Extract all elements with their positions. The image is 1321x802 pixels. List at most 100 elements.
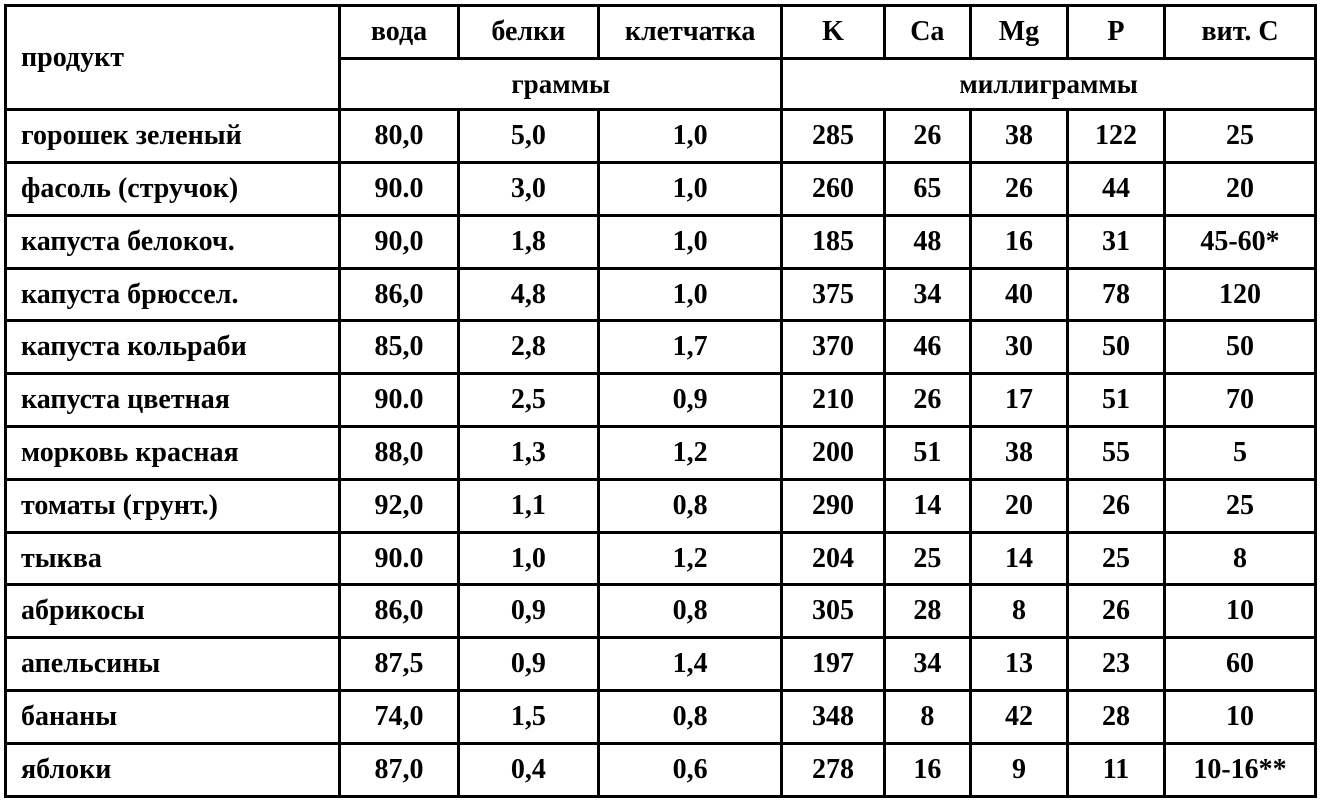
cell-ca: 51: [884, 427, 970, 480]
cell-vitc: 20: [1165, 163, 1316, 216]
cell-ca: 16: [884, 743, 970, 796]
cell-k: 204: [782, 532, 884, 585]
cell-k: 375: [782, 268, 884, 321]
unit-group-milligrams: миллиграммы: [782, 58, 1316, 109]
cell-water: 90,0: [340, 215, 459, 268]
cell-mg: 8: [970, 585, 1067, 638]
cell-p: 26: [1067, 585, 1164, 638]
cell-product: капуста брюссел.: [6, 268, 340, 321]
cell-k: 370: [782, 321, 884, 374]
cell-ca: 48: [884, 215, 970, 268]
cell-vitc: 25: [1165, 110, 1316, 163]
cell-protein: 0,9: [458, 585, 598, 638]
cell-fiber: 1,0: [598, 110, 781, 163]
nutrition-table: продукт вода белки клетчатка K Ca Mg P в…: [4, 4, 1317, 798]
cell-k: 197: [782, 638, 884, 691]
table-row: капуста кольраби85,02,81,737046305050: [6, 321, 1316, 374]
cell-protein: 1,0: [458, 532, 598, 585]
col-header-k: K: [782, 6, 884, 59]
cell-k: 278: [782, 743, 884, 796]
cell-protein: 4,8: [458, 268, 598, 321]
cell-p: 23: [1067, 638, 1164, 691]
cell-ca: 14: [884, 479, 970, 532]
cell-fiber: 0,9: [598, 374, 781, 427]
table-row: горошек зеленый80,05,01,0285263812225: [6, 110, 1316, 163]
table-row: томаты (грунт.)92,01,10,829014202625: [6, 479, 1316, 532]
cell-product: абрикосы: [6, 585, 340, 638]
cell-vitc: 45-60*: [1165, 215, 1316, 268]
col-header-protein: белки: [458, 6, 598, 59]
cell-product: фасоль (стручок): [6, 163, 340, 216]
cell-product: горошек зеленый: [6, 110, 340, 163]
cell-protein: 1,1: [458, 479, 598, 532]
cell-ca: 8: [884, 691, 970, 744]
cell-water: 87,5: [340, 638, 459, 691]
cell-vitc: 10: [1165, 691, 1316, 744]
cell-product: морковь красная: [6, 427, 340, 480]
cell-k: 285: [782, 110, 884, 163]
cell-water: 74,0: [340, 691, 459, 744]
cell-water: 90.0: [340, 163, 459, 216]
cell-protein: 5,0: [458, 110, 598, 163]
cell-mg: 14: [970, 532, 1067, 585]
table-row: капуста белокоч.90,01,81,018548163145-60…: [6, 215, 1316, 268]
cell-water: 88,0: [340, 427, 459, 480]
cell-mg: 13: [970, 638, 1067, 691]
col-header-product: продукт: [6, 6, 340, 110]
cell-protein: 0,4: [458, 743, 598, 796]
cell-vitc: 8: [1165, 532, 1316, 585]
cell-ca: 25: [884, 532, 970, 585]
cell-protein: 3,0: [458, 163, 598, 216]
cell-fiber: 0,8: [598, 585, 781, 638]
cell-protein: 0,9: [458, 638, 598, 691]
cell-mg: 9: [970, 743, 1067, 796]
unit-group-grams: граммы: [340, 58, 782, 109]
cell-p: 44: [1067, 163, 1164, 216]
cell-fiber: 0,6: [598, 743, 781, 796]
col-header-p: P: [1067, 6, 1164, 59]
cell-p: 51: [1067, 374, 1164, 427]
cell-water: 90.0: [340, 374, 459, 427]
cell-p: 28: [1067, 691, 1164, 744]
cell-protein: 1,5: [458, 691, 598, 744]
cell-water: 87,0: [340, 743, 459, 796]
cell-fiber: 0,8: [598, 479, 781, 532]
table-row: апельсины87,50,91,419734132360: [6, 638, 1316, 691]
cell-product: капуста цветная: [6, 374, 340, 427]
cell-product: тыква: [6, 532, 340, 585]
cell-fiber: 1,2: [598, 532, 781, 585]
cell-mg: 26: [970, 163, 1067, 216]
cell-vitc: 10: [1165, 585, 1316, 638]
cell-product: капуста белокоч.: [6, 215, 340, 268]
col-header-ca: Ca: [884, 6, 970, 59]
cell-protein: 1,3: [458, 427, 598, 480]
cell-water: 92,0: [340, 479, 459, 532]
cell-mg: 40: [970, 268, 1067, 321]
cell-mg: 30: [970, 321, 1067, 374]
cell-p: 78: [1067, 268, 1164, 321]
cell-mg: 17: [970, 374, 1067, 427]
table-row: морковь красная88,01,31,22005138555: [6, 427, 1316, 480]
cell-p: 11: [1067, 743, 1164, 796]
cell-k: 305: [782, 585, 884, 638]
cell-fiber: 1,0: [598, 268, 781, 321]
cell-product: бананы: [6, 691, 340, 744]
cell-k: 348: [782, 691, 884, 744]
cell-p: 26: [1067, 479, 1164, 532]
cell-mg: 38: [970, 110, 1067, 163]
cell-protein: 2,5: [458, 374, 598, 427]
cell-ca: 26: [884, 374, 970, 427]
cell-product: томаты (грунт.): [6, 479, 340, 532]
cell-ca: 28: [884, 585, 970, 638]
cell-k: 200: [782, 427, 884, 480]
cell-water: 90.0: [340, 532, 459, 585]
table-row: капуста цветная90.02,50,921026175170: [6, 374, 1316, 427]
cell-p: 122: [1067, 110, 1164, 163]
cell-product: яблоки: [6, 743, 340, 796]
cell-k: 290: [782, 479, 884, 532]
table-row: фасоль (стручок)90.03,01,026065264420: [6, 163, 1316, 216]
cell-protein: 1,8: [458, 215, 598, 268]
cell-vitc: 70: [1165, 374, 1316, 427]
cell-vitc: 5: [1165, 427, 1316, 480]
cell-mg: 38: [970, 427, 1067, 480]
